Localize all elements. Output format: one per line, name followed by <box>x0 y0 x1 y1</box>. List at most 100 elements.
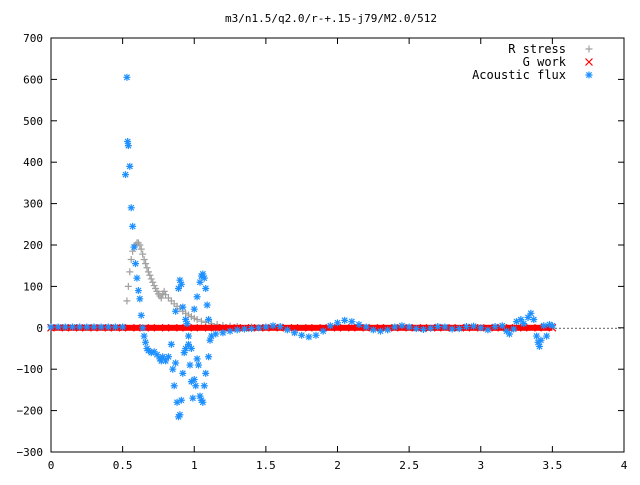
data-point <box>123 297 131 305</box>
data-point <box>212 330 220 338</box>
data-point <box>202 284 210 292</box>
data-point <box>348 318 356 326</box>
x-tick-label: 0.5 <box>113 459 133 472</box>
data-point <box>520 320 528 328</box>
data-point <box>185 340 193 348</box>
data-point <box>157 357 165 365</box>
y-tick-label: 700 <box>23 32 43 45</box>
data-point <box>197 317 205 325</box>
data-point <box>205 316 213 324</box>
data-point <box>233 326 241 334</box>
data-point <box>121 171 129 179</box>
data-point <box>384 326 392 334</box>
y-tick-label: 200 <box>23 239 43 252</box>
data-point <box>172 359 180 367</box>
legend-marker <box>585 45 593 53</box>
series-acoustic-flux <box>47 73 556 421</box>
data-point <box>347 323 356 332</box>
data-point <box>123 73 131 81</box>
y-tick-label: 0 <box>36 322 43 335</box>
y-tick-label: 400 <box>23 156 43 169</box>
data-point <box>491 323 499 331</box>
data-point <box>177 280 185 288</box>
x-tick-label: 1 <box>191 459 198 472</box>
data-point <box>226 327 234 335</box>
data-point <box>133 323 141 332</box>
y-tick-label: −300 <box>17 446 44 459</box>
data-point <box>513 318 521 326</box>
data-point <box>176 323 184 332</box>
data-point <box>139 250 147 258</box>
data-point <box>199 270 207 278</box>
data-point <box>111 323 119 331</box>
data-point <box>391 323 399 331</box>
data-point <box>441 323 449 331</box>
data-point <box>150 348 158 356</box>
data-point <box>334 319 341 327</box>
data-point <box>90 323 98 331</box>
data-point <box>167 340 175 348</box>
data-point <box>193 316 201 324</box>
data-point <box>199 398 207 406</box>
data-point <box>207 332 215 340</box>
data-point <box>130 243 138 251</box>
x-tick-label: 3.5 <box>542 459 562 472</box>
data-point <box>412 325 420 333</box>
data-point <box>146 271 154 279</box>
data-point <box>147 349 155 357</box>
data-point <box>527 309 535 317</box>
g-work-band <box>51 324 553 331</box>
data-point <box>305 333 313 341</box>
data-point <box>196 392 204 400</box>
x-tick-label: 3 <box>477 459 484 472</box>
data-point <box>376 327 384 335</box>
data-point <box>434 323 442 331</box>
data-point <box>219 329 227 337</box>
data-point <box>124 282 132 290</box>
y-tick-label: −200 <box>17 405 44 418</box>
data-point <box>97 323 105 331</box>
y-tick-label: 100 <box>23 280 43 293</box>
data-point <box>477 324 485 332</box>
data-point <box>180 349 188 357</box>
data-point <box>398 322 406 330</box>
x-axis: 0 0.5 1 1.5 2 2.5 3 3.5 4 <box>48 38 628 472</box>
data-point <box>326 322 334 330</box>
data-point <box>182 345 190 352</box>
x-tick-label: 4 <box>621 459 628 472</box>
data-point <box>76 323 84 331</box>
data-point <box>498 322 506 330</box>
data-point <box>462 323 470 331</box>
data-point <box>298 331 306 339</box>
data-point <box>126 162 134 170</box>
data-point <box>182 316 190 324</box>
data-point <box>126 268 134 276</box>
data-point <box>124 138 132 145</box>
data-point <box>455 325 463 333</box>
data-point <box>187 345 195 352</box>
data-point <box>355 320 363 328</box>
data-point <box>190 323 199 332</box>
data-point <box>204 323 213 332</box>
data-point <box>104 323 112 331</box>
data-point <box>510 325 518 333</box>
data-point <box>195 361 203 369</box>
data-point <box>142 260 150 268</box>
data-point <box>143 264 151 272</box>
data-point <box>127 255 135 263</box>
data-point <box>276 323 284 331</box>
series-layer <box>47 73 557 421</box>
data-point <box>161 323 170 332</box>
data-point <box>537 336 545 344</box>
data-point <box>54 323 62 331</box>
data-point <box>503 327 511 335</box>
data-point <box>283 326 291 334</box>
data-point <box>470 322 478 330</box>
data-point <box>127 204 135 212</box>
data-point <box>83 323 91 331</box>
data-point <box>61 323 69 331</box>
data-point <box>144 268 152 276</box>
legend-marker <box>585 58 593 66</box>
y-tick-label: 300 <box>23 198 43 211</box>
data-point <box>124 142 132 150</box>
